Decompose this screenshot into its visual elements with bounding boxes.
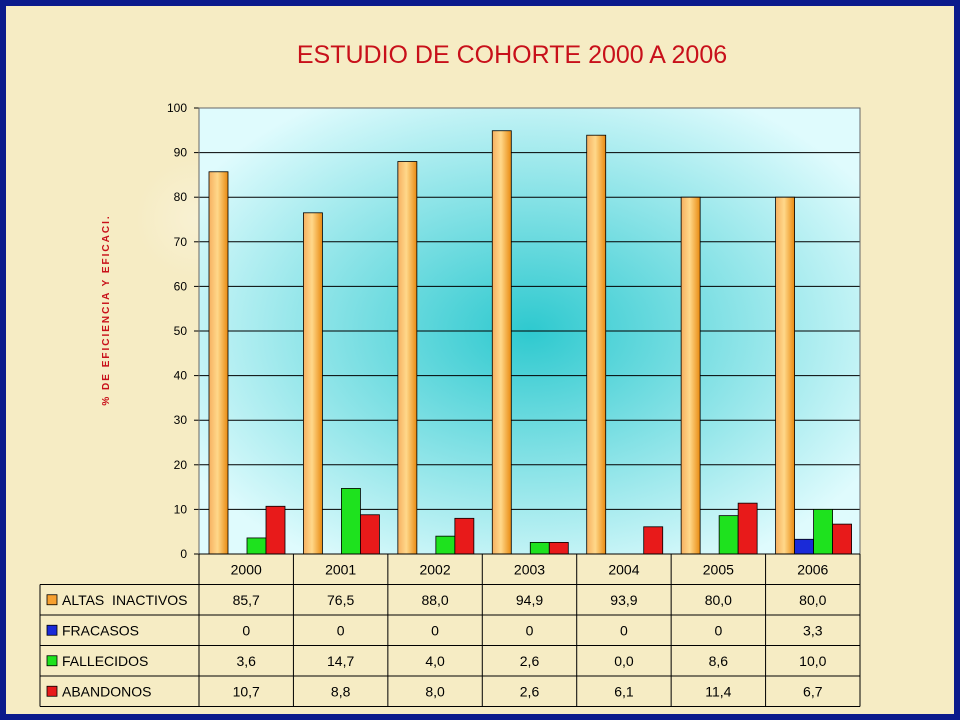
bar-abandonos	[832, 523, 852, 555]
table-cell: 93,9	[610, 592, 637, 608]
legend-label: ABANDONOS	[62, 683, 151, 699]
legend-label: FRACASOS	[62, 622, 139, 638]
table-cell: 10,7	[233, 683, 260, 699]
legend-swatch	[46, 685, 58, 697]
y-tick-label: 40	[174, 369, 188, 383]
category-label: 2004	[608, 561, 639, 577]
table-cell: 11,4	[705, 683, 731, 699]
table-cell: 85,7	[233, 592, 260, 608]
data-table: 2000 2001 2002 2003 2004 2005 2006 ALTAS INACTI…	[39, 553, 861, 707]
bar-altas	[680, 196, 701, 555]
bar-abandonos	[454, 517, 475, 555]
bar-altas	[491, 130, 512, 555]
y-tick-label: 0	[180, 547, 187, 561]
bar-fallecidos	[718, 515, 739, 555]
category-label: 2000	[231, 561, 262, 577]
table-cell: 14,7	[327, 653, 354, 669]
table-cell: 6,7	[803, 683, 823, 699]
table-cell: 4,0	[425, 653, 445, 669]
chart-title: ESTUDIO DE COHORTE 2000 A 2006	[297, 41, 727, 69]
table-cell: 8,0	[425, 683, 445, 699]
bar-altas	[586, 134, 607, 555]
y-tick-label: 70	[174, 235, 188, 249]
y-tick-label: 60	[174, 279, 188, 293]
bar-altas	[303, 212, 323, 555]
category-label: 2006	[797, 561, 828, 577]
table-cell: 0	[242, 622, 250, 638]
y-tick-label: 30	[174, 413, 188, 427]
plot-area: 0 10 20 30 40 50 60 70 80 90 100	[167, 101, 861, 561]
legend-label: ALTAS INACTIVOS	[62, 592, 188, 608]
table-cell: 0	[431, 622, 439, 638]
bar-altas	[775, 196, 795, 555]
bar-abandonos	[737, 502, 758, 555]
y-tick-label: 80	[174, 190, 188, 204]
legend-swatch	[46, 594, 58, 606]
legend-label: FALLECIDOS	[62, 653, 148, 669]
y-tick-label: 10	[174, 502, 188, 516]
y-tick-label: 20	[174, 458, 188, 472]
table-cell: 6,1	[614, 683, 634, 699]
table-cell: 80,0	[705, 592, 732, 608]
y-tick-label: 50	[174, 324, 188, 338]
table-cell: 76,5	[327, 592, 354, 608]
bar-altas	[208, 171, 229, 555]
y-tick-label: 100	[167, 101, 187, 115]
table-cell: 88,0	[421, 592, 448, 608]
bar-abandonos	[548, 542, 569, 555]
category-label: 2003	[514, 561, 545, 577]
category-label: 2001	[325, 561, 356, 577]
table-cell: 8,6	[709, 653, 729, 669]
table-cell: 0	[526, 622, 534, 638]
table-cell: 3,3	[803, 622, 823, 638]
table-cell: 0	[620, 622, 628, 638]
legend-swatch	[46, 655, 58, 667]
table-cell: 2,6	[520, 653, 540, 669]
table-cell: 3,6	[236, 653, 256, 669]
bar-fallecidos	[341, 488, 361, 555]
y-tick-label: 90	[174, 146, 188, 160]
table-cell: 10,0	[799, 653, 826, 669]
bar-fallecidos	[435, 535, 456, 555]
table-cell: 0,0	[614, 653, 634, 669]
legend-swatch	[46, 624, 58, 636]
table-cell: 80,0	[799, 592, 826, 608]
category-label: 2002	[419, 561, 450, 577]
category-label: 2005	[703, 561, 734, 577]
table-cell: 2,6	[520, 683, 540, 699]
table-cell: 0	[714, 622, 722, 638]
bar-fallecidos	[246, 537, 267, 555]
bar-abandonos	[360, 514, 380, 555]
bar-abandonos	[265, 505, 286, 555]
table-cell: 0	[337, 622, 345, 638]
table-cell: 8,8	[331, 683, 351, 699]
bar-abandonos	[643, 526, 664, 555]
bar-fallecidos	[813, 508, 833, 555]
bar-fallecidos	[529, 542, 550, 555]
table-cell: 94,9	[516, 592, 543, 608]
bar-fracasos	[794, 538, 814, 555]
y-axis-label: % DE EFICIENCIA Y EFICACI.	[101, 214, 112, 405]
bar-altas	[397, 161, 418, 555]
